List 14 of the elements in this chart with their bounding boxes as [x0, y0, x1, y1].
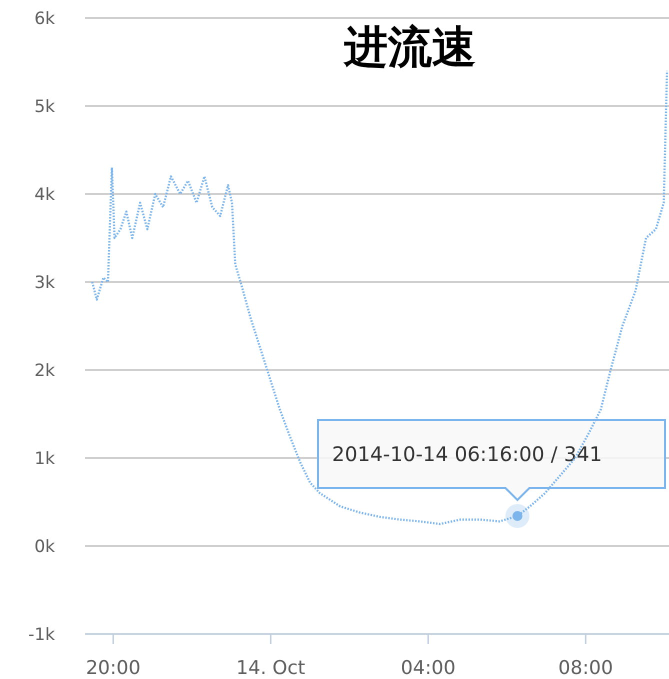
x-tick-label: 14. Oct: [236, 657, 306, 679]
y-tick-label: 6k: [34, 8, 56, 29]
y-tick-label: 2k: [34, 360, 56, 381]
y-tick-label: 5k: [34, 96, 56, 117]
y-tick-label: -1k: [28, 624, 56, 645]
x-tick-label: 08:00: [558, 657, 614, 679]
x-tick-label: 20:00: [86, 657, 141, 679]
y-tick-label: 1k: [34, 448, 56, 469]
y-tick-label: 0k: [34, 536, 56, 557]
x-tick-label: 04:00: [400, 657, 456, 679]
annotation: 2014-10-14 06:16:00 / 341: [332, 442, 602, 466]
y-tick-label: 4k: [34, 184, 56, 205]
y-tick-label: 3k: [34, 272, 56, 293]
chart-title: 进流速: [343, 22, 476, 73]
